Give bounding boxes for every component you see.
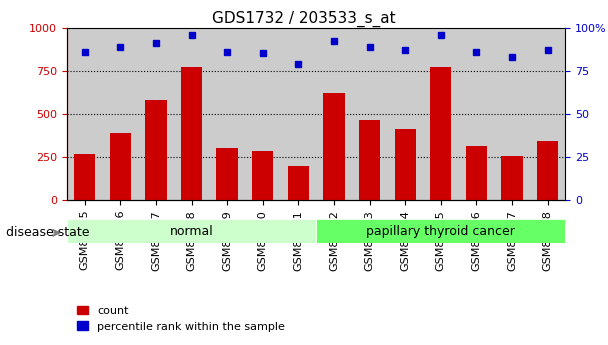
Bar — [181, 67, 202, 200]
Bar — [323, 93, 345, 200]
Text: disease state: disease state — [6, 226, 89, 239]
Bar — [252, 151, 274, 200]
Bar — [466, 146, 487, 200]
Bar — [537, 141, 558, 200]
FancyBboxPatch shape — [316, 219, 565, 243]
Bar — [216, 148, 238, 200]
Bar — [288, 166, 309, 200]
Bar — [109, 133, 131, 200]
FancyBboxPatch shape — [67, 219, 316, 243]
Bar — [430, 67, 452, 200]
Bar — [145, 100, 167, 200]
Legend: count, percentile rank within the sample: count, percentile rank within the sample — [72, 301, 289, 336]
Bar — [359, 120, 380, 200]
Text: papillary thyroid cancer: papillary thyroid cancer — [367, 225, 515, 238]
Bar — [502, 156, 523, 200]
Bar — [395, 128, 416, 200]
Text: normal: normal — [170, 225, 213, 238]
Bar — [74, 154, 95, 200]
Text: GDS1732 / 203533_s_at: GDS1732 / 203533_s_at — [212, 10, 396, 27]
